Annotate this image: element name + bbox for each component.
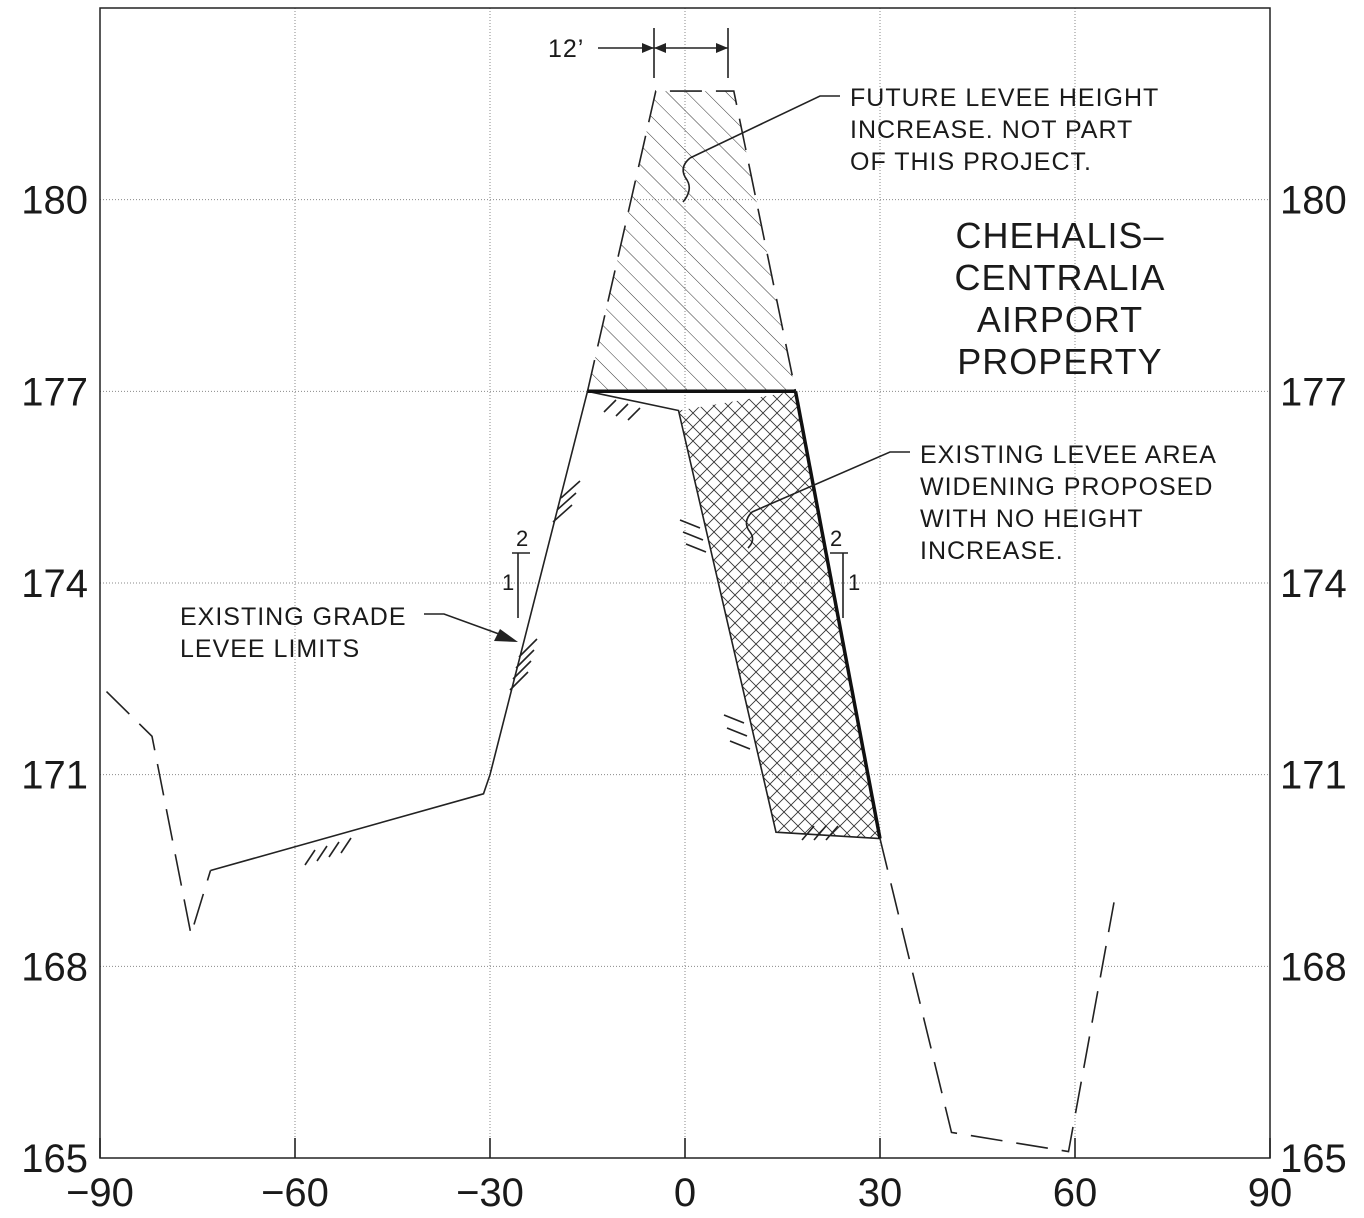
widening-note: EXISTING LEVEE AREA WIDENING PROPOSED WI… [920, 441, 1217, 565]
future-levee-area [587, 91, 796, 392]
y-tick-label-right: 165 [1280, 1137, 1347, 1181]
crest-width-dimension: 12’ [548, 28, 729, 78]
widening-note-line-1: EXISTING LEVEE AREA [920, 441, 1217, 469]
y-tick-label-left: 180 [21, 179, 88, 223]
property-title-line-2: CENTRALIA [954, 257, 1165, 298]
x-tick-label: 90 [1248, 1171, 1293, 1215]
widening-note-line-3: WITH NO HEIGHT [920, 505, 1144, 533]
slope-left-rise: 2 [516, 526, 528, 551]
x-tick-label: −30 [456, 1171, 524, 1215]
y-tick-label-right: 180 [1280, 179, 1347, 223]
y-axis-tick-labels-right: 165 168 171 174 177 180 [1280, 179, 1347, 1181]
note-leaders [424, 95, 910, 642]
x-tick-label: −60 [261, 1171, 329, 1215]
widening-note-line-2: WIDENING PROPOSED [920, 473, 1213, 501]
slope-right-rise: 2 [830, 526, 842, 551]
widening-area [678, 391, 880, 839]
slope-indicator-left: 2 1 [502, 526, 530, 618]
x-axis-tick-labels: −90 −60 −30 0 30 60 90 [66, 1138, 1292, 1215]
future-note-line-2: INCREASE. NOT PART [850, 116, 1133, 144]
y-tick-label-left: 168 [21, 945, 88, 989]
existing-grade-note: EXISTING GRADE LEVEE LIMITS [180, 603, 407, 663]
crest-width-label: 12’ [548, 35, 584, 63]
proposed-slope-line [793, 390, 882, 839]
y-tick-label-right: 168 [1280, 945, 1347, 989]
x-tick-label: −90 [66, 1171, 134, 1215]
existing-ground-dashed-right [879, 838, 1115, 1153]
y-tick-label-right: 177 [1280, 370, 1347, 414]
y-tick-label-right: 174 [1280, 562, 1347, 606]
future-note-line-1: FUTURE LEVEE HEIGHT [850, 84, 1159, 112]
y-tick-label-left: 165 [21, 1137, 88, 1181]
future-levee-note: FUTURE LEVEE HEIGHT INCREASE. NOT PART O… [850, 84, 1159, 176]
existing-levee-inner-slope [587, 390, 881, 840]
property-title-line-1: CHEHALIS– [955, 215, 1164, 256]
existing-ground-left [210, 391, 589, 872]
grade-note-line-2: LEVEE LIMITS [180, 635, 360, 663]
future-levee-outline [586, 90, 797, 392]
slope-right-run: 1 [848, 570, 860, 595]
ground-hatch-marks [304, 399, 839, 866]
property-title-line-3: AIRPORT [977, 299, 1143, 340]
future-note-line-3: OF THIS PROJECT. [850, 148, 1092, 176]
x-tick-label: 60 [1053, 1171, 1098, 1215]
y-tick-label-left: 171 [21, 754, 88, 798]
x-tick-label: 0 [674, 1171, 696, 1215]
property-title-line-4: PROPERTY [957, 341, 1162, 382]
y-tick-label-left: 174 [21, 562, 88, 606]
x-tick-label: 30 [858, 1171, 903, 1215]
grade-note-line-1: EXISTING GRADE [180, 603, 407, 631]
property-title: CHEHALIS– CENTRALIA AIRPORT PROPERTY [954, 215, 1165, 382]
y-tick-label-right: 171 [1280, 754, 1347, 798]
existing-ground-dashed-left [105, 691, 212, 935]
slope-left-run: 1 [502, 570, 514, 595]
y-tick-label-left: 177 [21, 370, 88, 414]
widening-note-line-4: INCREASE. [920, 537, 1064, 565]
y-axis-tick-labels-left: 165 168 171 174 177 180 [21, 179, 88, 1181]
slope-indicator-right: 2 1 [830, 526, 860, 618]
